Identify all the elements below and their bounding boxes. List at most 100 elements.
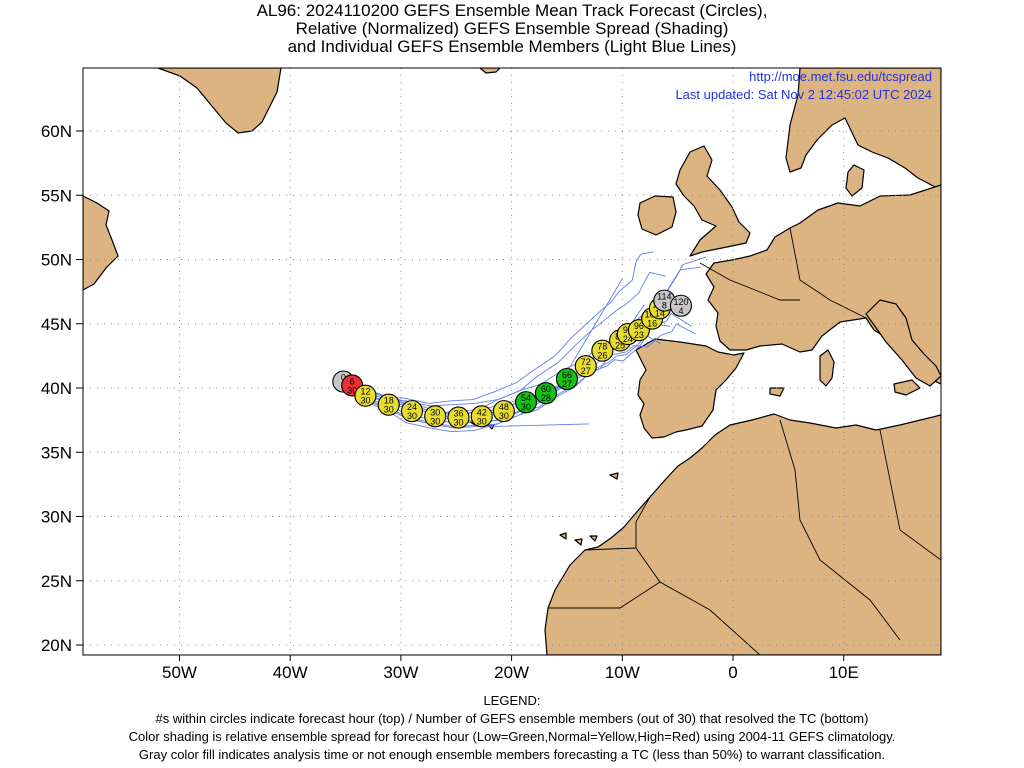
- great-britain: [675, 145, 751, 257]
- lon-tick-label: 10W: [605, 663, 640, 682]
- forecast-hour-label: 0: [341, 373, 346, 383]
- lat-tick-label: 20N: [41, 636, 72, 655]
- madeira: [609, 472, 619, 480]
- member-count-label: 26: [597, 351, 607, 361]
- ireland: [637, 195, 677, 236]
- balearics: [769, 387, 785, 397]
- forecast-hour-label: 72: [581, 357, 591, 367]
- forecast-circle-fill: [492, 400, 515, 423]
- legend-line-3: Gray color fill indicates analysis time …: [138, 747, 886, 762]
- member-count-label: 24: [623, 334, 633, 344]
- lat-tick-label: 45N: [41, 315, 72, 334]
- member-count-label: 25: [615, 340, 625, 350]
- forecast-hour-label: 96: [634, 321, 644, 331]
- title-line-3: and Individual GEFS Ensemble Members (Li…: [287, 37, 737, 56]
- member-count-label: 30: [360, 396, 370, 406]
- forecast-hour-label: 60: [541, 384, 551, 394]
- member-count-label: 27: [581, 366, 591, 376]
- member-count-label: 30: [499, 411, 509, 421]
- lon-tick-label: 10E: [829, 663, 859, 682]
- canary-islands: [559, 532, 598, 546]
- forecast-hour-label: 6: [350, 376, 355, 386]
- forecast-hour-label: 30: [430, 407, 440, 417]
- lon-tick-label: 30W: [383, 663, 418, 682]
- lat-tick-label: 55N: [41, 186, 72, 205]
- denmark: [845, 164, 865, 197]
- country-borders: [548, 227, 941, 655]
- member-count-label: 8: [662, 301, 667, 311]
- member-count-label: 4: [678, 306, 683, 316]
- lon-tick-label: 0: [728, 663, 737, 682]
- title-line-1: AL96: 2024110200 GEFS Ensemble Mean Trac…: [256, 1, 768, 20]
- forecast-hour-label: 42: [477, 407, 487, 417]
- title-line-2: Relative (Normalized) GEFS Ensemble Spre…: [295, 19, 729, 38]
- forecast-hour-label: 36: [453, 409, 463, 419]
- legend-heading: LEGEND:: [483, 693, 541, 708]
- forecast-circle-fill: [669, 294, 693, 317]
- forecast-hour-label: 66: [562, 370, 572, 380]
- newfoundland: [83, 195, 119, 291]
- member-count-label: 30: [453, 418, 463, 428]
- member-count-label: 30: [347, 385, 357, 395]
- member-count-label: 14: [655, 308, 665, 318]
- lat-tick-label: 35N: [41, 443, 72, 462]
- lat-tick-label: 40N: [41, 379, 72, 398]
- member-count-label: 30: [521, 402, 531, 412]
- forecast-circle-fill: [424, 405, 447, 428]
- forecast-circle-fill: [574, 355, 597, 378]
- axis-labels: 60N 55N 50N 45N 40N 35N 30N 25N 20N 50W 40W 30W 20W 1…: [41, 122, 859, 682]
- africa: [544, 413, 941, 655]
- forecast-circle-fill: [377, 393, 400, 416]
- scandinavia: [785, 68, 941, 191]
- member-count-label: 30: [430, 416, 440, 426]
- forecast-circle-fill: [514, 391, 538, 414]
- forecast-circle-fill: [470, 405, 493, 428]
- lat-tick-label: 30N: [41, 508, 72, 527]
- forecast-circle-fill: [555, 367, 579, 391]
- iberia: [635, 338, 745, 439]
- forecast-hour-label: 78: [597, 342, 607, 352]
- forecast-hour-label: 18: [384, 396, 394, 406]
- lon-tick-label: 40W: [273, 663, 308, 682]
- sicily: [893, 379, 921, 396]
- member-count-label: 27: [562, 379, 572, 389]
- forecast-hour-label: 12: [360, 387, 370, 397]
- forecast-circle-fill: [534, 382, 557, 405]
- last-updated: Last updated: Sat Nov 2 12:45:02 UTC 202…: [675, 87, 932, 102]
- source-url[interactable]: http://moe.met.fsu.edu/tcspread: [749, 69, 932, 84]
- lat-lon-grid: [83, 68, 941, 655]
- member-count-label: 30: [384, 405, 394, 415]
- iceland: [479, 68, 501, 74]
- forecast-circle-fill: [447, 406, 470, 429]
- forecast-hour-label: 24: [407, 402, 417, 412]
- forecast-hour-label: 120: [673, 297, 688, 307]
- member-count-label: 30: [477, 416, 487, 426]
- member-count-label: 30: [407, 411, 417, 421]
- lat-tick-label: 25N: [41, 572, 72, 591]
- forecast-circle-fill: [400, 400, 424, 423]
- lon-tick-label: 50W: [162, 663, 197, 682]
- forecast-hour-label: 54: [521, 393, 531, 403]
- italy: [865, 299, 941, 387]
- forecast-hour-label: 48: [499, 402, 509, 412]
- lat-tick-label: 60N: [41, 122, 72, 141]
- legend-line-2: Color shading is relative ensemble sprea…: [128, 729, 896, 744]
- member-count-label: 23: [634, 330, 644, 340]
- member-count-label: 16: [647, 319, 657, 329]
- forecast-circle-fill: [354, 384, 377, 407]
- lon-tick-label: 20W: [494, 663, 529, 682]
- land-masses: [83, 68, 941, 655]
